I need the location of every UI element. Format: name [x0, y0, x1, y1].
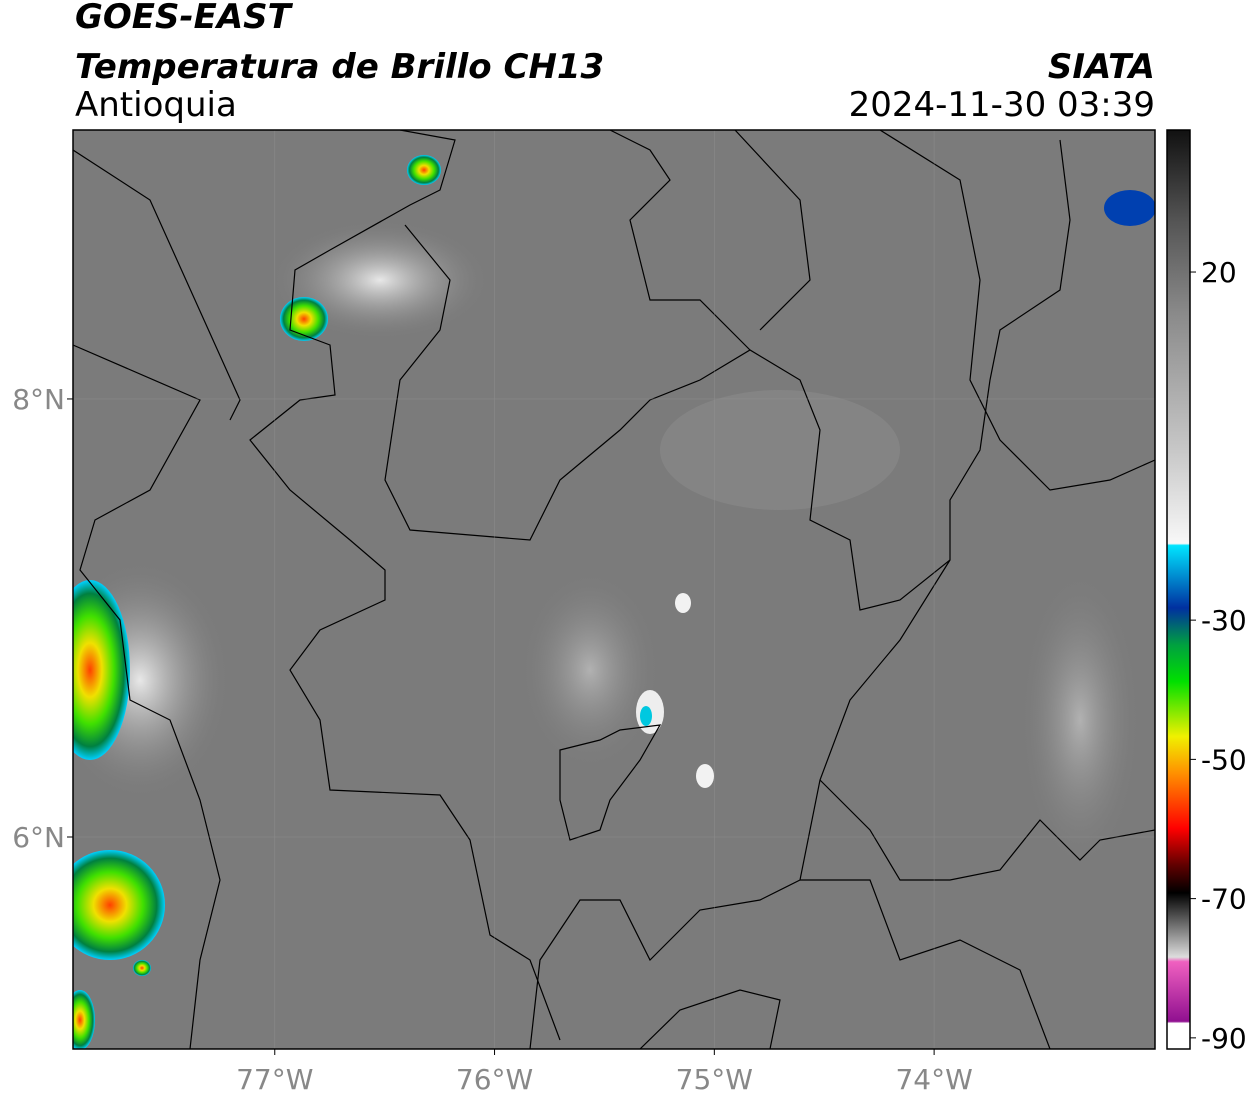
y-tick-label: 8°N: [12, 383, 65, 416]
region: Antioquia: [75, 85, 237, 125]
colorbar: [1166, 129, 1191, 1050]
satellite-image: [73, 130, 1155, 1049]
x-tick-label: 75°W: [676, 1063, 753, 1096]
graticule: [73, 130, 1155, 1049]
x-tick-label: 74°W: [895, 1063, 972, 1096]
map-frame: [72, 129, 1156, 1050]
colorbar-label: -70: [1201, 883, 1247, 916]
source: SIATA: [1048, 47, 1155, 87]
y-tick-label: 6°N: [12, 821, 65, 854]
colorbar-label: -30: [1201, 604, 1247, 637]
x-tick-label: 77°W: [236, 1063, 313, 1096]
title: GOES-EAST: [75, 0, 294, 37]
x-tick-label: 76°W: [456, 1063, 533, 1096]
subtitle: Temperatura de Brillo CH13: [75, 47, 604, 87]
datetime: 2024-11-30 03:39: [849, 85, 1155, 125]
colorbar-label: 20: [1201, 256, 1237, 289]
colorbar-label: -50: [1201, 743, 1247, 776]
colorbar-label: -90: [1201, 1022, 1247, 1055]
